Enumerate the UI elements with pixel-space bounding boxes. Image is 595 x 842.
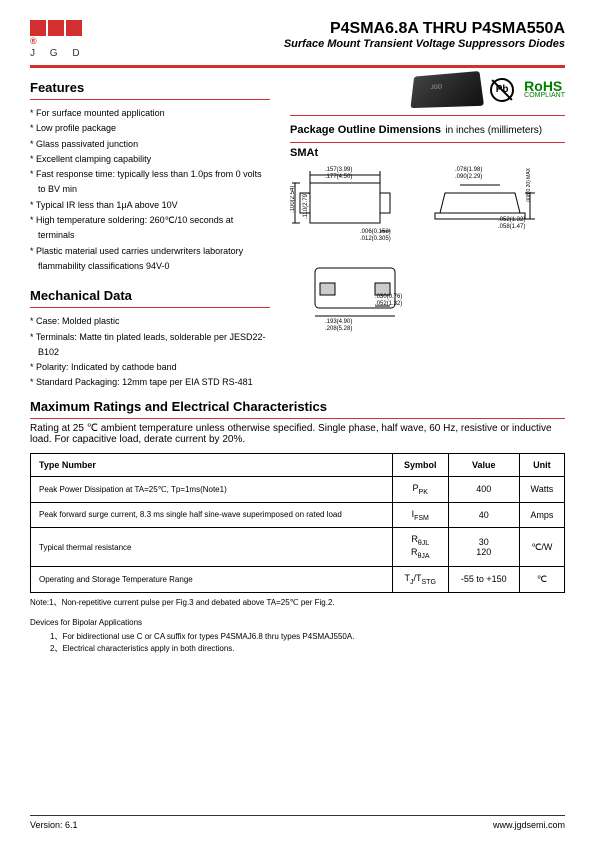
package-dimensions-diagram: .157(3.99) .177(4.50) .100(2.54) .110(2.… [290,163,550,343]
svg-text:.090(2.29): .090(2.29) [455,174,482,180]
feature-item: Low profile package [30,121,270,136]
bipolar-note: 1、For bidirectional use C or CA suffix f… [50,631,565,644]
logo: ® J G D [30,20,90,59]
svg-text:.078(1.98): .078(1.98) [455,167,482,173]
col-header: Unit [519,453,564,476]
ratings-note: Rating at 25 ℃ ambient temperature unles… [30,423,565,445]
table-row: Operating and Storage Temperature Range … [31,566,565,592]
table-row: Peak forward surge current, 8.3 ms singl… [31,502,565,528]
svg-text:.100(2.54): .100(2.54) [290,186,296,213]
rohs-label: RoHS [524,80,565,93]
table-row: Peak Power Dissipation at TA=25℃, Tp=1ms… [31,476,565,502]
feature-item: Glass passivated junction [30,137,270,152]
svg-text:.157(3.99): .157(3.99) [325,167,352,173]
pb-free-icon: Pb [490,78,514,102]
feature-item: For surface mounted application [30,106,270,121]
features-list: For surface mounted application Low prof… [30,106,270,274]
chip-image: JGD [411,71,485,108]
svg-text:.110(2.79): .110(2.79) [303,192,309,219]
feature-item: High temperature soldering: 260℃/10 seco… [30,213,270,244]
bipolar-note: 2、Electrical characteristics apply in bo… [50,643,565,656]
ratings-title: Maximum Ratings and Electrical Character… [30,399,565,414]
mechanical-item: Case: Molded plastic [30,314,270,329]
footer-version: Version: 6.1 [30,820,78,830]
svg-text:.006(0.152): .006(0.152) [360,229,391,235]
page-subtitle: Surface Mount Transient Voltage Suppress… [284,38,565,50]
col-header: Type Number [31,453,393,476]
logo-text: J G D [30,48,90,59]
feature-item: Excellent clamping capability [30,152,270,167]
feature-item: Plastic material used carries underwrite… [30,244,270,275]
mechanical-list: Case: Molded plastic Terminals: Matte ti… [30,314,270,390]
features-title: Features [30,80,270,95]
package-label: SMAt [290,147,565,159]
svg-text:.177(4.50): .177(4.50) [325,174,352,180]
svg-text:.012(0.305): .012(0.305) [360,236,391,242]
svg-text:.052(1.32): .052(1.32) [498,217,525,223]
feature-item: Typical IR less than 1μA above 10V [30,198,270,213]
table-row: Typical thermal resistance RθJLRθJA 3012… [31,528,565,567]
mechanical-item: Standard Packaging: 12mm tape per EIA ST… [30,375,270,390]
svg-text:.208(5.28): .208(5.28) [325,326,352,332]
mechanical-title: Mechanical Data [30,288,270,303]
ratings-table: Type Number Symbol Value Unit Peak Power… [30,453,565,593]
feature-item: Fast response time: typically less than … [30,167,270,198]
ratings-footnote: Note:1、Non-repetitive current pulse per … [30,597,565,610]
svg-text:.030(0.76): .030(0.76) [375,294,402,300]
mechanical-item: Terminals: Matte tin plated leads, solde… [30,330,270,361]
svg-text:.058(1.47): .058(1.47) [498,224,525,230]
page-title: P4SMA6.8A THRU P4SMA550A [284,20,565,38]
package-units: in inches (millimeters) [445,125,542,136]
mechanical-item: Polarity: Indicated by cathode band [30,360,270,375]
col-header: Value [448,453,519,476]
svg-text:.052(1.32): .052(1.32) [375,301,402,307]
svg-text:.193(4.90): .193(4.90) [325,319,352,325]
footer-url: www.jgdsemi.com [493,820,565,830]
package-title: Package Outline Dimensions [290,124,441,136]
svg-text:.008(0.20) MAX: .008(0.20) MAX [526,167,532,203]
bipolar-title: Devices for Bipolar Applications [30,618,565,627]
col-header: Symbol [392,453,448,476]
rohs-sublabel: COMPLIANT [524,92,565,99]
